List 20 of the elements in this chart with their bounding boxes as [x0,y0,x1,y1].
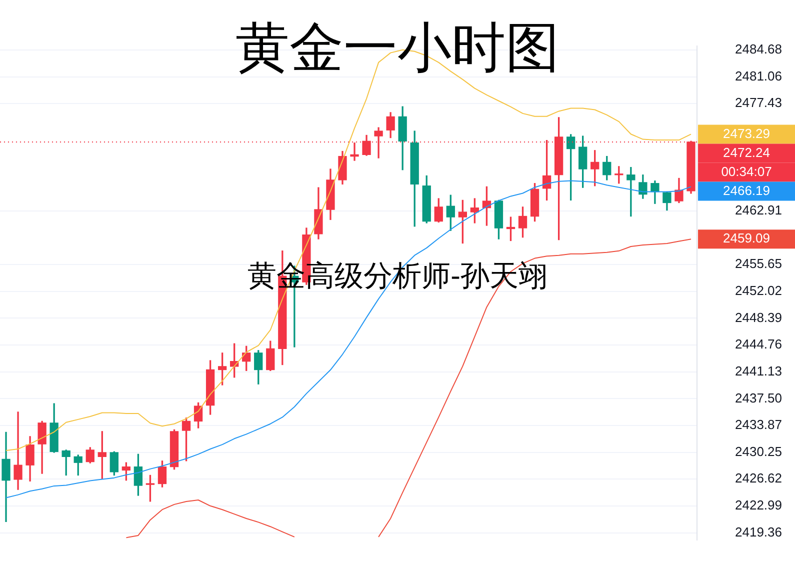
y-tick-label: 2462.91 [735,202,782,218]
y-tick-label: 2426.62 [735,470,782,486]
text: 2459.09 [723,230,770,246]
y-tick-label: 2419.36 [735,524,782,540]
y-tick-label: 2430.25 [735,444,782,459]
y-tick-label: 2455.65 [735,256,782,272]
ref-line-label: 2472.24 [723,144,770,160]
y-tick-label: 2437.50 [735,390,782,406]
text: 2466.19 [723,182,770,198]
y-tick-label: 2477.43 [735,95,782,110]
y-tick-label: 2422.99 [735,498,782,513]
text: 00:34:07 [721,164,772,179]
y-tick-label: 2441.13 [735,363,782,378]
y-tick-label: 2481.06 [735,68,782,84]
y-tick-label: 2444.76 [735,336,782,352]
y-tick-label: 2448.39 [735,310,782,325]
y-tick-label: 2484.68 [735,42,782,57]
y-tick-label: 2452.02 [735,282,782,298]
text: 2473.29 [723,126,770,141]
y-tick-label: 2433.87 [735,417,782,432]
